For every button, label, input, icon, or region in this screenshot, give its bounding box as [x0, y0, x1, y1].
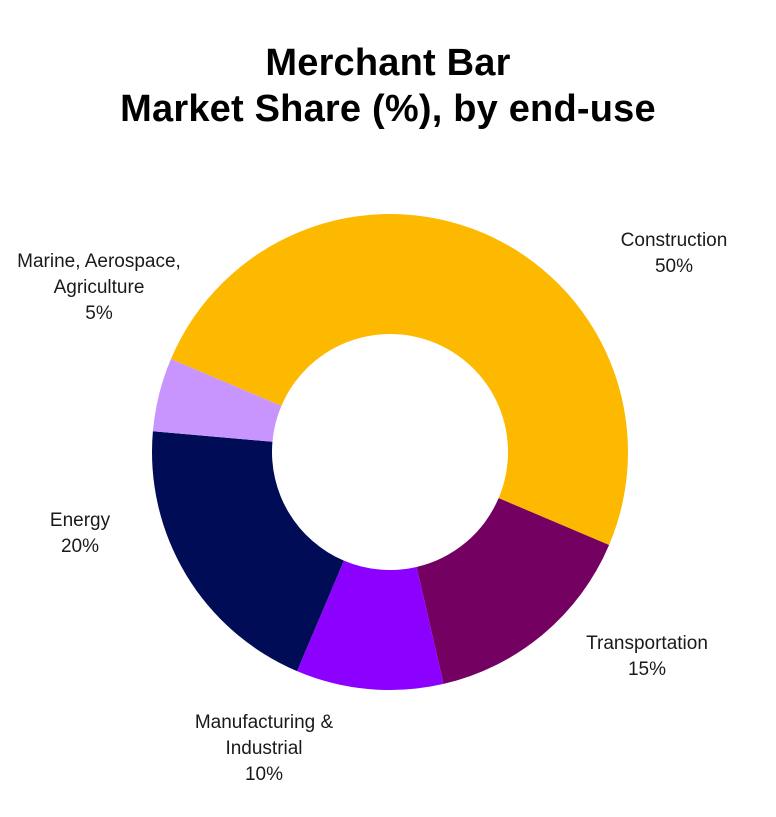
- slice-label-construction: Construction 50%: [596, 228, 752, 280]
- slice-label-construction-name: Construction: [620, 230, 728, 251]
- chart-title-line-2: Market Share (%), by end-use: [120, 88, 656, 130]
- slice-label-marine-name-line-2: Agriculture: [53, 277, 145, 298]
- donut-slices: [151, 214, 629, 691]
- slice-label-energy-name: Energy: [49, 510, 111, 531]
- slice-transportation: [416, 498, 610, 684]
- slice-label-marine-value: 5%: [85, 303, 113, 324]
- slice-manufacturing: [297, 560, 444, 691]
- slice-energy: [151, 431, 344, 672]
- slice-label-marine-aerospace-agriculture: Marine, Aerospace, Agriculture 5%: [0, 249, 198, 327]
- chart-title-line-1: Merchant Bar: [265, 42, 511, 84]
- slice-label-construction-value: 50%: [654, 256, 694, 277]
- slice-label-transportation-name: Transportation: [586, 633, 708, 654]
- slice-marine-aerospace: [152, 359, 282, 442]
- slice-label-energy-value: 20%: [60, 536, 100, 557]
- slice-label-transportation: Transportation 15%: [568, 631, 726, 683]
- slice-label-marine-name-line-1: Marine, Aerospace,: [17, 251, 181, 272]
- slice-construction: [170, 214, 629, 545]
- slice-label-manufacturing-industrial: Manufacturing & Industrial 10%: [172, 710, 356, 788]
- slice-label-manufacturing-name-line-2: Industrial: [225, 738, 303, 759]
- slice-label-transportation-value: 15%: [627, 659, 667, 680]
- slice-label-manufacturing-value: 10%: [244, 764, 284, 785]
- slice-label-manufacturing-name-line-1: Manufacturing &: [194, 712, 334, 733]
- slice-label-energy: Energy 20%: [20, 508, 140, 560]
